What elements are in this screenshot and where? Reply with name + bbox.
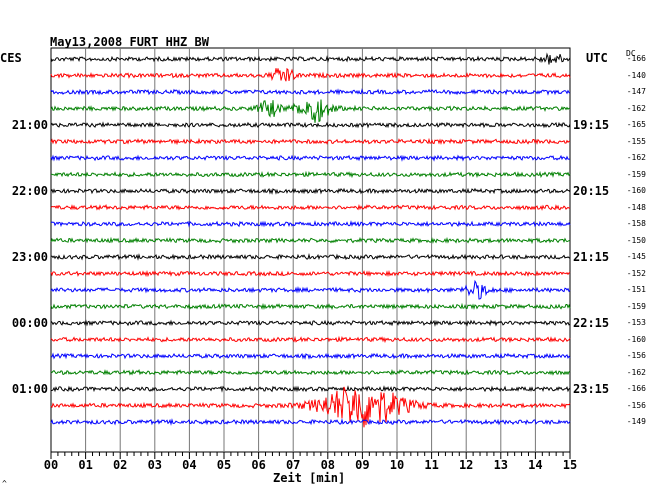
dc-offset-label: -145 [626, 252, 646, 261]
trace-8 [50, 187, 571, 195]
x-tick-label: 10 [389, 458, 405, 472]
dc-offset-label: -159 [626, 169, 646, 179]
left-time-label: 22:00 [11, 184, 48, 198]
right-time-label: 19:15 [573, 118, 610, 132]
dc-offset-label: -159 [626, 301, 646, 311]
x-tick-label: 01 [78, 458, 93, 472]
trace-10 [50, 220, 571, 228]
x-tick-label: 12 [458, 458, 474, 472]
dc-offset-label: -148 [626, 202, 646, 212]
dc-offset-label: -152 [626, 268, 646, 278]
dc-offset-label: -166 [626, 54, 646, 63]
dc-offset-label: -153 [626, 318, 646, 327]
right-time-label: 22:15 [573, 316, 610, 330]
trace-17 [50, 335, 571, 344]
left-time-label: 00:00 [11, 316, 48, 330]
trace-19 [50, 368, 571, 376]
x-tick-label: 00 [43, 458, 59, 472]
trace-22 [50, 417, 571, 426]
x-tick-label: 14 [528, 458, 543, 472]
dc-offset-label: -149 [626, 417, 646, 426]
trace-0 [50, 52, 571, 65]
dc-offset-label: -165 [626, 120, 646, 129]
x-tick-label: 13 [493, 458, 509, 472]
trace-11 [50, 236, 571, 245]
dc-offset-label: -160 [626, 334, 646, 344]
left-time-label: 01:00 [11, 382, 48, 396]
dc-offset-label: -162 [626, 153, 646, 162]
x-axis-label: Zeit [min] [273, 471, 346, 485]
trace-5 [50, 137, 571, 146]
dc-offset-label: -140 [626, 70, 646, 80]
plot-frame [50, 47, 571, 453]
left-time-label: 21:00 [11, 118, 48, 132]
x-tick-label: 15 [562, 458, 578, 472]
dc-offset-label: -160 [626, 186, 646, 195]
trace-3 [50, 99, 571, 123]
dc-offset-label: -162 [626, 367, 646, 377]
left-time-label: 23:00 [11, 250, 48, 264]
x-tick-label: 03 [147, 458, 163, 472]
x-tick-label: 09 [355, 458, 370, 472]
trace-18 [50, 352, 571, 360]
x-tick-label: 04 [182, 458, 197, 472]
right-timezone-label: UTC [586, 51, 608, 65]
right-time-label: 23:15 [573, 382, 610, 396]
trace-14 [50, 279, 571, 300]
chart-title: May13,2008 FURT HHZ BW [50, 35, 209, 49]
dc-offset-label: -158 [626, 219, 646, 228]
dc-offset-label: -151 [626, 285, 646, 294]
trace-12 [50, 252, 571, 261]
dc-offset-label: -166 [626, 384, 646, 393]
trace-7 [51, 170, 571, 179]
dc-offset-label: -150 [626, 235, 646, 245]
corner-mark: ^ [2, 479, 7, 488]
trace-2 [50, 88, 571, 96]
left-timezone-label: CES [0, 51, 22, 65]
dc-offset-label: -156 [626, 351, 646, 360]
dc-offset-label: -156 [626, 400, 646, 410]
trace-6 [50, 154, 571, 162]
x-tick-label: 02 [112, 458, 128, 472]
dc-label: DC [626, 49, 636, 58]
x-tick-label: 08 [320, 458, 336, 472]
trace-13 [50, 270, 571, 278]
trace-21 [50, 386, 571, 428]
dc-offset-label: -147 [626, 87, 646, 96]
right-time-label: 21:15 [573, 250, 610, 264]
trace-4 [50, 121, 571, 129]
x-tick-label: 06 [251, 458, 266, 472]
trace-20 [51, 385, 571, 393]
trace-15 [50, 302, 571, 311]
x-tick-label: 07 [285, 458, 301, 472]
x-tick-label: 05 [216, 458, 232, 472]
trace-9 [50, 203, 571, 211]
trace-1 [50, 67, 571, 82]
x-tick-label: 11 [424, 458, 439, 472]
dc-offset-label: -155 [626, 136, 646, 146]
dc-offset-label: -162 [626, 103, 646, 113]
right-time-label: 20:15 [573, 184, 610, 198]
trace-16 [50, 319, 571, 327]
